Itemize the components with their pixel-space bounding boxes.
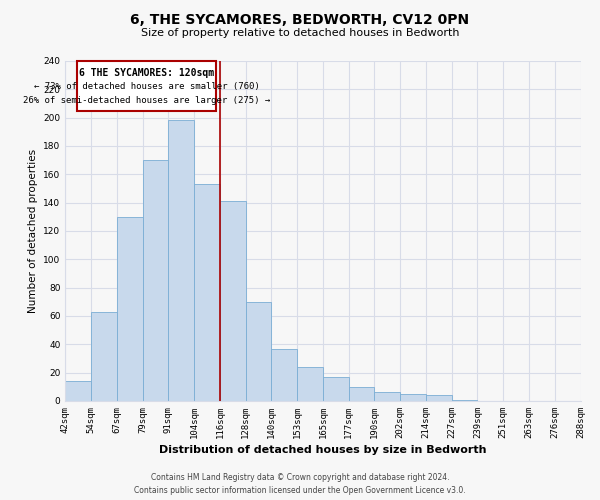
Text: Contains HM Land Registry data © Crown copyright and database right 2024.
Contai: Contains HM Land Registry data © Crown c…: [134, 473, 466, 495]
X-axis label: Distribution of detached houses by size in Bedworth: Distribution of detached houses by size …: [159, 445, 487, 455]
Bar: [169, 120, 194, 401]
Text: 26% of semi-detached houses are larger (275) →: 26% of semi-detached houses are larger (…: [23, 96, 270, 106]
Bar: [297, 367, 323, 401]
Bar: [143, 160, 169, 401]
Text: Size of property relative to detached houses in Bedworth: Size of property relative to detached ho…: [141, 28, 459, 38]
Bar: [452, 400, 478, 401]
Bar: [77, 61, 216, 110]
Bar: [400, 394, 426, 401]
Bar: [271, 348, 297, 401]
Bar: [91, 312, 117, 401]
Y-axis label: Number of detached properties: Number of detached properties: [28, 149, 38, 313]
Bar: [220, 201, 245, 401]
Text: 6, THE SYCAMORES, BEDWORTH, CV12 0PN: 6, THE SYCAMORES, BEDWORTH, CV12 0PN: [130, 12, 470, 26]
Bar: [117, 217, 143, 401]
Text: ← 73% of detached houses are smaller (760): ← 73% of detached houses are smaller (76…: [34, 82, 259, 91]
Text: 6 THE SYCAMORES: 120sqm: 6 THE SYCAMORES: 120sqm: [79, 68, 214, 78]
Bar: [374, 392, 400, 401]
Bar: [426, 396, 452, 401]
Bar: [194, 184, 220, 401]
Bar: [245, 302, 271, 401]
Bar: [349, 387, 374, 401]
Bar: [323, 377, 349, 401]
Bar: [65, 381, 91, 401]
